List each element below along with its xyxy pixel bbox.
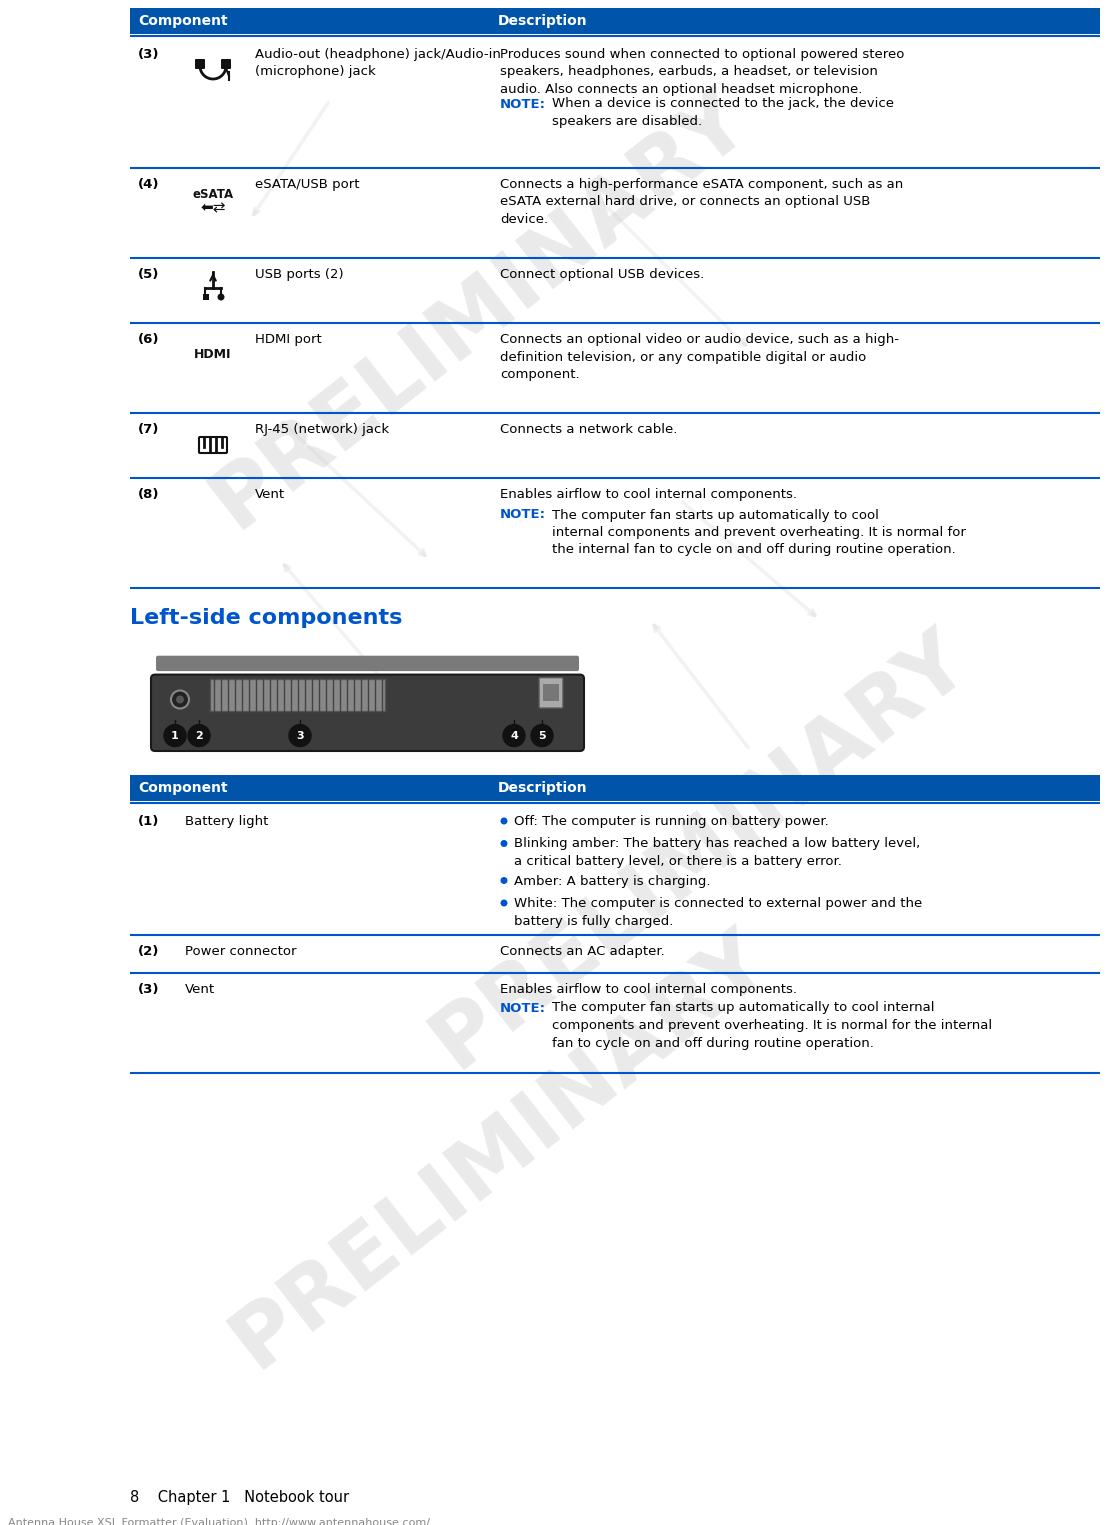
Text: HDMI: HDMI <box>195 348 231 360</box>
Text: Description: Description <box>498 14 588 27</box>
Text: PRELIMINARY: PRELIMINARY <box>196 75 764 544</box>
Text: NOTE:: NOTE: <box>500 508 546 522</box>
Circle shape <box>531 724 553 747</box>
Circle shape <box>171 691 189 709</box>
Text: 1: 1 <box>171 730 179 741</box>
Text: NOTE:: NOTE: <box>500 98 546 110</box>
Bar <box>543 685 559 702</box>
Text: Produces sound when connected to optional powered stereo
speakers, headphones, e: Produces sound when connected to optiona… <box>500 47 904 96</box>
FancyBboxPatch shape <box>539 677 563 708</box>
Circle shape <box>501 817 508 825</box>
Circle shape <box>288 724 311 747</box>
Text: 3: 3 <box>296 730 304 741</box>
Text: ⬅⇄: ⬅⇄ <box>200 200 226 215</box>
Text: Off: The computer is running on battery power.: Off: The computer is running on battery … <box>514 814 828 828</box>
Bar <box>130 775 1100 801</box>
Text: White: The computer is connected to external power and the
battery is fully char: White: The computer is connected to exte… <box>514 897 922 927</box>
Text: Vent: Vent <box>184 984 215 996</box>
Text: Enables airflow to cool internal components.: Enables airflow to cool internal compone… <box>500 488 797 502</box>
FancyBboxPatch shape <box>221 59 231 69</box>
Text: 8    Chapter 1   Notebook tour: 8 Chapter 1 Notebook tour <box>130 1490 349 1505</box>
Text: Connects an AC adapter.: Connects an AC adapter. <box>500 946 665 958</box>
Text: (3): (3) <box>138 47 160 61</box>
Bar <box>210 679 385 711</box>
Text: PRELIMINARY: PRELIMINARY <box>216 915 784 1385</box>
Circle shape <box>503 724 525 747</box>
Bar <box>203 294 209 300</box>
Text: HDMI port: HDMI port <box>255 332 322 346</box>
Text: PRELIMINARY: PRELIMINARY <box>416 616 984 1084</box>
Text: The computer fan starts up automatically to cool
internal components and prevent: The computer fan starts up automatically… <box>552 508 966 557</box>
Text: eSATA: eSATA <box>192 188 234 200</box>
Text: (4): (4) <box>138 178 160 191</box>
Text: (3): (3) <box>138 984 160 996</box>
Text: 2: 2 <box>196 730 202 741</box>
Text: Blinking amber: The battery has reached a low battery level,
a critical battery : Blinking amber: The battery has reached … <box>514 837 920 868</box>
FancyBboxPatch shape <box>151 674 584 750</box>
Text: Enables airflow to cool internal components.: Enables airflow to cool internal compone… <box>500 984 797 996</box>
Text: The computer fan starts up automatically to cool internal
components and prevent: The computer fan starts up automatically… <box>552 1002 992 1049</box>
Bar <box>130 8 1100 34</box>
Text: 4: 4 <box>510 730 518 741</box>
FancyBboxPatch shape <box>157 656 579 671</box>
Text: Connects a network cable.: Connects a network cable. <box>500 422 678 436</box>
Text: When a device is connected to the jack, the device
speakers are disabled.: When a device is connected to the jack, … <box>552 98 894 128</box>
Text: Audio-out (headphone) jack/Audio-in
(microphone) jack: Audio-out (headphone) jack/Audio-in (mic… <box>255 47 501 78</box>
Text: Connects a high-performance eSATA component, such as an
eSATA external hard driv: Connects a high-performance eSATA compon… <box>500 178 903 226</box>
Text: (5): (5) <box>138 268 160 281</box>
Text: Description: Description <box>498 781 588 795</box>
Circle shape <box>501 877 508 884</box>
Text: (2): (2) <box>138 946 160 958</box>
Text: Left-side components: Left-side components <box>130 608 402 628</box>
FancyBboxPatch shape <box>195 59 205 69</box>
Text: USB ports (2): USB ports (2) <box>255 268 343 281</box>
Text: Component: Component <box>138 14 228 27</box>
Text: Amber: A battery is charging.: Amber: A battery is charging. <box>514 874 711 888</box>
Text: Antenna House XSL Formatter (Evaluation)  http://www.antennahouse.com/: Antenna House XSL Formatter (Evaluation)… <box>8 1517 430 1525</box>
Text: (7): (7) <box>138 422 160 436</box>
Text: 5: 5 <box>538 730 546 741</box>
Text: Connects an optional video or audio device, such as a high-
definition televisio: Connects an optional video or audio devi… <box>500 332 899 381</box>
Circle shape <box>176 695 184 703</box>
Circle shape <box>218 293 225 300</box>
Text: (1): (1) <box>138 814 160 828</box>
Text: Connect optional USB devices.: Connect optional USB devices. <box>500 268 704 281</box>
Text: NOTE:: NOTE: <box>500 1002 546 1014</box>
Text: Vent: Vent <box>255 488 285 502</box>
Text: Power connector: Power connector <box>184 946 296 958</box>
Text: eSATA/USB port: eSATA/USB port <box>255 178 360 191</box>
Circle shape <box>501 840 508 846</box>
Text: Battery light: Battery light <box>184 814 268 828</box>
Text: RJ-45 (network) jack: RJ-45 (network) jack <box>255 422 389 436</box>
Circle shape <box>501 900 508 906</box>
Text: (6): (6) <box>138 332 160 346</box>
Circle shape <box>188 724 210 747</box>
Text: (8): (8) <box>138 488 160 502</box>
Circle shape <box>164 724 186 747</box>
Text: Component: Component <box>138 781 228 795</box>
